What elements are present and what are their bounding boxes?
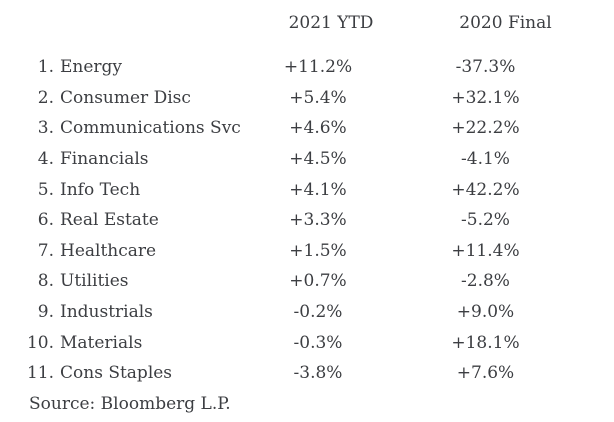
- table-row: 6. Real Estate +3.3% -5.2%: [0, 205, 614, 236]
- row-number: 9.: [37, 302, 54, 323]
- table-row: 4. Financials +4.5% -4.1%: [0, 144, 614, 175]
- sector-label: Healthcare: [60, 240, 157, 261]
- ytd-2021-value: +1.5%: [289, 240, 347, 261]
- row-number: 3.: [37, 118, 54, 139]
- source-attribution: Source: Bloomberg L.P.: [29, 393, 231, 414]
- ytd-2021-value: +11.2%: [283, 57, 353, 78]
- column-header-2020-final: 2020 Final: [459, 13, 552, 33]
- final-2020-value: +9.0%: [456, 302, 515, 323]
- table-header-row: 2021 YTD 2020 Final: [0, 13, 614, 33]
- ytd-2021-value: -3.8%: [293, 363, 343, 384]
- table-row: 8. Utilities +0.7% -2.8%: [0, 266, 614, 297]
- final-2020-value: +42.2%: [451, 179, 520, 200]
- final-2020-value: +11.4%: [451, 240, 520, 261]
- final-2020-value: +7.6%: [456, 363, 515, 384]
- row-number: 2.: [37, 87, 54, 108]
- row-number: 11.: [26, 363, 54, 384]
- table-row: 3. Communications Svc +4.6% +22.2%: [0, 113, 614, 144]
- table-row: 9. Industrials -0.2% +9.0%: [0, 297, 614, 328]
- row-number: 4.: [37, 149, 54, 170]
- ytd-2021-value: -0.2%: [293, 302, 343, 323]
- table-row: 2. Consumer Disc +5.4% +32.1%: [0, 83, 614, 114]
- row-number: 10.: [26, 332, 54, 353]
- final-2020-value: -4.1%: [461, 149, 510, 170]
- row-number: 6.: [37, 210, 54, 231]
- row-number: 1.: [37, 57, 54, 78]
- sector-label: Real Estate: [60, 210, 159, 231]
- row-number: 7.: [37, 240, 54, 261]
- sector-label: Financials: [60, 149, 149, 170]
- ytd-2021-value: +4.5%: [289, 149, 347, 170]
- final-2020-value: -37.3%: [455, 57, 516, 78]
- column-header-2021-ytd: 2021 YTD: [288, 13, 374, 33]
- table-row: 1. Energy +11.2% -37.3%: [0, 52, 614, 83]
- table-body: 1. Energy +11.2% -37.3% 2. Consumer Disc…: [0, 52, 614, 389]
- table-row: 5. Info Tech +4.1% +42.2%: [0, 174, 614, 205]
- ytd-2021-value: +3.3%: [289, 210, 347, 231]
- row-number: 5.: [37, 179, 54, 200]
- ytd-2021-value: +0.7%: [289, 271, 347, 292]
- final-2020-value: +18.1%: [451, 332, 520, 353]
- final-2020-value: -2.8%: [461, 271, 510, 292]
- final-2020-value: +32.1%: [451, 87, 520, 108]
- sector-label: Consumer Disc: [60, 87, 191, 108]
- sector-label: Materials: [60, 332, 143, 353]
- ytd-2021-value: +4.1%: [289, 179, 347, 200]
- sector-label: Communications Svc: [60, 118, 241, 139]
- table-row: 7. Healthcare +1.5% +11.4%: [0, 236, 614, 267]
- sector-label: Energy: [60, 57, 123, 78]
- row-number: 8.: [37, 271, 54, 292]
- sector-label: Info Tech: [60, 179, 141, 200]
- final-2020-value: -5.2%: [461, 210, 510, 231]
- table-row: 11. Cons Staples -3.8% +7.6%: [0, 358, 614, 389]
- sector-label: Industrials: [60, 302, 153, 323]
- sector-label: Utilities: [60, 271, 129, 292]
- ytd-2021-value: -0.3%: [293, 332, 343, 353]
- ytd-2021-value: +4.6%: [289, 118, 347, 139]
- ytd-2021-value: +5.4%: [289, 87, 347, 108]
- final-2020-value: +22.2%: [451, 118, 520, 139]
- sector-label: Cons Staples: [60, 363, 173, 384]
- table-row: 10. Materials -0.3% +18.1%: [0, 327, 614, 358]
